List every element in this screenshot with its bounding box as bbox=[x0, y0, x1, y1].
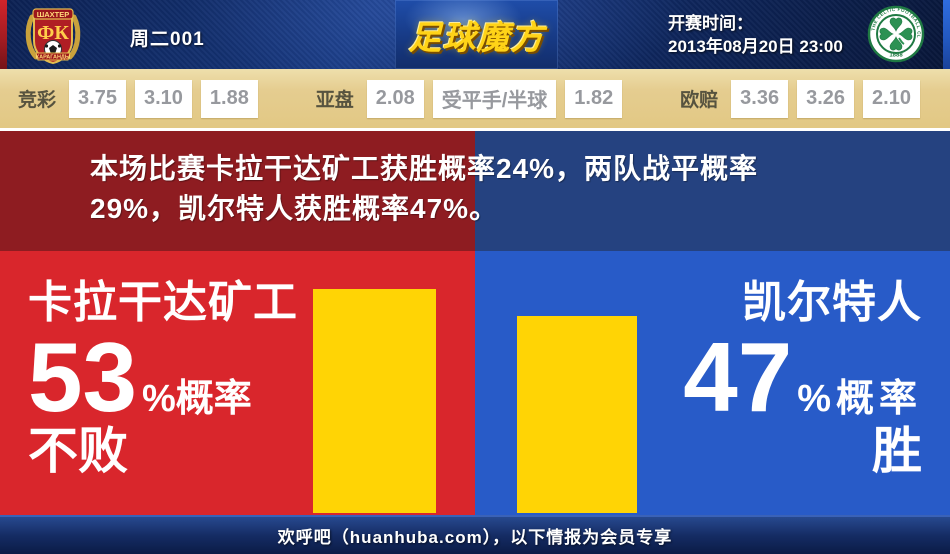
summary-line-1: 本场比赛卡拉干达矿工获胜概率24%，两队战平概率 bbox=[90, 153, 759, 184]
away-team-name: 凯尔特人 bbox=[742, 278, 922, 327]
away-outcome-label: 胜 bbox=[872, 423, 922, 480]
home-prediction-panel: 卡拉干达矿工 53 %概率 不败 bbox=[0, 251, 475, 515]
home-probability-bar bbox=[313, 289, 436, 513]
home-percent-row: 53 %概率 bbox=[28, 322, 298, 433]
oupei-label: 欧赔 bbox=[680, 90, 719, 111]
footer-bar: 欢呼吧（huanhuba.com），以下情报为会员专享 bbox=[0, 515, 950, 554]
summary-text: 本场比赛卡拉干达矿工获胜概率24%，两队战平概率 29%，凯尔特人获胜概率47%… bbox=[90, 149, 758, 229]
yapan-home-odds: 2.08 bbox=[366, 79, 424, 118]
summary-banner-away-bg bbox=[475, 131, 950, 251]
yapan-away-odds: 1.82 bbox=[565, 79, 623, 118]
away-percent-row: 47 %概率 bbox=[683, 322, 922, 433]
wreath-right bbox=[67, 14, 81, 60]
jingcai-lose-odds: 1.88 bbox=[200, 79, 258, 118]
ball-pentagon bbox=[49, 45, 57, 53]
summary-banner: 本场比赛卡拉干达矿工获胜概率24%，两队战平概率 29%，凯尔特人获胜概率47%… bbox=[0, 131, 950, 251]
ball-spot bbox=[57, 44, 62, 48]
away-percent-suffix: %概率 bbox=[797, 378, 922, 421]
kickoff-time: 2013年08月20日 23:00 bbox=[668, 37, 843, 56]
kickoff-time-block: 开赛时间： 2013年08月20日 23:00 bbox=[668, 12, 843, 58]
divider-line bbox=[0, 128, 950, 131]
kickoff-label: 开赛时间： bbox=[668, 14, 753, 33]
yapan-handicap: 受平手/半球 bbox=[432, 79, 557, 118]
match-number-label: 周二001 bbox=[130, 29, 205, 50]
crest-shield bbox=[33, 12, 73, 65]
header-left-red-strip bbox=[0, 0, 7, 69]
header-bar: ШАХТЕР ФК КАРАГАНДЫ 周二001 足球魔方 开赛时间： 201… bbox=[0, 0, 950, 69]
odds-group-oupei: 欧赔 3.36 3.26 2.10 bbox=[680, 79, 920, 118]
away-percent-value: 47 bbox=[683, 322, 793, 433]
shamrock-stem bbox=[898, 37, 905, 45]
odds-bar: 竞彩 3.75 3.10 1.88 亚盘 2.08 受平手/半球 1.82 欧赔… bbox=[0, 69, 950, 128]
away-prediction-panel: 凯尔特人 47 %概率 胜 bbox=[475, 251, 950, 515]
away-stat-block: 凯尔特人 47 %概率 胜 bbox=[683, 278, 922, 480]
home-percent-value: 53 bbox=[28, 322, 138, 433]
footer-site-text: 欢呼吧（huanhuba.com），以下情报为会员专享 bbox=[277, 528, 673, 547]
site-logo-panel: 足球魔方 bbox=[395, 0, 558, 69]
jingcai-draw-odds: 3.10 bbox=[134, 79, 192, 118]
prediction-area: 卡拉干达矿工 53 %概率 不败 凯尔特人 47 %概率 胜 bbox=[0, 251, 950, 515]
summary-banner-home-bg bbox=[0, 131, 475, 251]
site-logo-text: 足球魔方 bbox=[408, 18, 545, 56]
oupei-lose-odds: 2.10 bbox=[863, 79, 920, 118]
oupei-win-odds: 3.36 bbox=[731, 79, 789, 118]
crest-top-ribbon bbox=[32, 8, 74, 20]
crest-top-text: ШАХТЕР bbox=[37, 10, 70, 19]
ball-spot bbox=[44, 44, 49, 48]
home-team-name: 卡拉干达矿工 bbox=[28, 278, 298, 327]
away-team-logo-icon: THE CELTIC FOOTBALL CLUB 1888 bbox=[866, 4, 925, 63]
celtic-outer-ring bbox=[867, 5, 925, 63]
shamrock-icon bbox=[879, 17, 913, 51]
oupei-draw-odds: 3.26 bbox=[797, 79, 855, 118]
crest-bottom-ribbon bbox=[35, 52, 71, 61]
header-right-blue-strip bbox=[943, 0, 950, 69]
away-probability-bar bbox=[517, 316, 637, 513]
odds-group-jingcai: 竞彩 3.75 3.10 1.88 bbox=[18, 79, 258, 118]
odds-group-yapan: 亚盘 2.08 受平手/半球 1.82 bbox=[315, 79, 623, 118]
home-outcome-label: 不败 bbox=[28, 423, 128, 480]
crest-initials: ФК bbox=[37, 22, 69, 44]
wreath-left bbox=[25, 14, 39, 60]
jingcai-win-odds: 3.75 bbox=[69, 79, 126, 118]
celtic-inner-ring bbox=[876, 14, 916, 54]
home-team-logo-icon: ШАХТЕР ФК КАРАГАНДЫ bbox=[25, 8, 81, 65]
summary-line-2: 29%，凯尔特人获胜概率47%。 bbox=[90, 193, 499, 224]
yapan-label: 亚盘 bbox=[315, 90, 354, 111]
home-percent-suffix: %概率 bbox=[142, 378, 252, 421]
crest-bottom-text: КАРАГАНДЫ bbox=[36, 55, 71, 61]
celtic-year-text: 1888 bbox=[889, 53, 903, 59]
home-stat-block: 卡拉干达矿工 53 %概率 不败 bbox=[28, 278, 298, 480]
jingcai-label: 竞彩 bbox=[18, 90, 57, 111]
